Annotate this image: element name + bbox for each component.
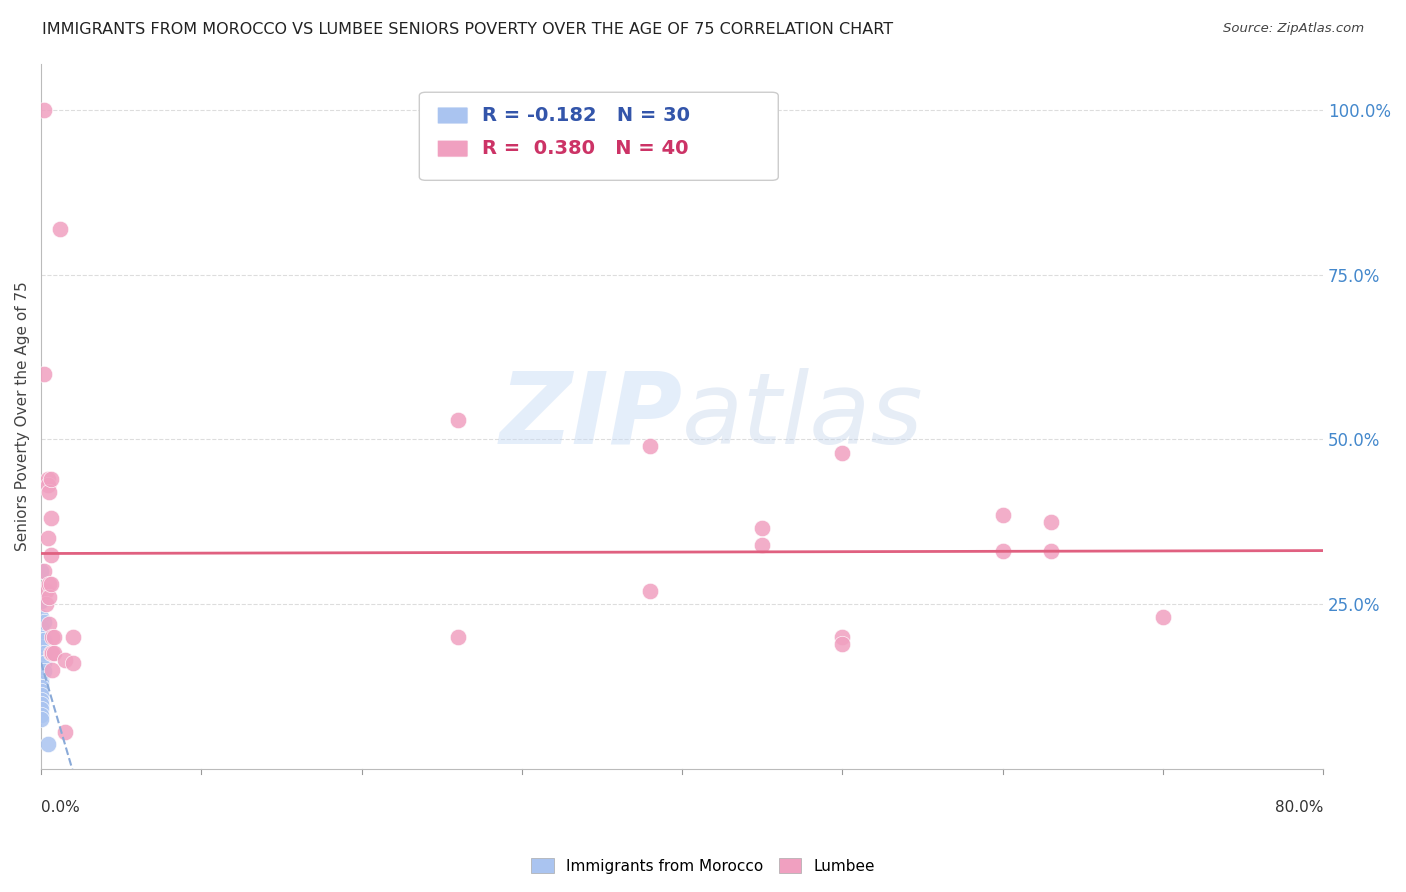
Point xyxy=(35,583,58,598)
Point xyxy=(39,548,62,562)
Point xyxy=(30,672,52,686)
Point xyxy=(39,577,62,591)
Point xyxy=(1152,610,1174,624)
Point xyxy=(30,649,52,664)
Point xyxy=(62,630,84,644)
Point xyxy=(30,702,52,716)
Point xyxy=(30,626,52,640)
Point xyxy=(447,412,470,426)
Point xyxy=(991,508,1014,523)
Point xyxy=(41,630,63,644)
Point xyxy=(39,647,62,661)
Point xyxy=(34,664,56,678)
FancyBboxPatch shape xyxy=(437,107,468,124)
Point xyxy=(991,544,1014,558)
Text: Source: ZipAtlas.com: Source: ZipAtlas.com xyxy=(1223,22,1364,36)
Point xyxy=(37,478,59,492)
Point xyxy=(42,630,65,644)
Point xyxy=(34,647,56,661)
Point xyxy=(42,647,65,661)
Point xyxy=(34,103,56,117)
Point xyxy=(30,684,52,698)
Text: R =  0.380   N = 40: R = 0.380 N = 40 xyxy=(482,139,689,158)
Point xyxy=(30,680,52,694)
Text: 80.0%: 80.0% xyxy=(1275,800,1323,815)
Point xyxy=(35,597,58,611)
Point xyxy=(30,668,52,682)
Point xyxy=(30,676,52,690)
Point xyxy=(39,472,62,486)
Text: R = -0.182   N = 30: R = -0.182 N = 30 xyxy=(482,106,690,125)
Point xyxy=(30,697,52,711)
Point xyxy=(38,616,60,631)
Point xyxy=(41,647,63,661)
Point xyxy=(62,657,84,671)
Point xyxy=(49,221,72,235)
Point xyxy=(30,657,52,671)
Point xyxy=(34,615,56,630)
Text: atlas: atlas xyxy=(682,368,924,465)
Text: 0.0%: 0.0% xyxy=(41,800,80,815)
Point xyxy=(638,439,661,453)
Point xyxy=(30,664,52,678)
Point xyxy=(30,620,52,634)
Point xyxy=(38,485,60,500)
Point xyxy=(37,472,59,486)
Point xyxy=(39,511,62,525)
Text: IMMIGRANTS FROM MOROCCO VS LUMBEE SENIORS POVERTY OVER THE AGE OF 75 CORRELATION: IMMIGRANTS FROM MOROCCO VS LUMBEE SENIOR… xyxy=(42,22,893,37)
Point xyxy=(37,737,59,751)
Point xyxy=(41,663,63,677)
Point xyxy=(1039,544,1062,558)
Point xyxy=(30,564,52,578)
Point xyxy=(30,692,52,706)
Point xyxy=(30,659,52,673)
FancyBboxPatch shape xyxy=(437,140,468,157)
Point xyxy=(831,636,853,650)
Point xyxy=(30,610,52,624)
Point xyxy=(751,538,773,552)
Point xyxy=(831,630,853,644)
Point xyxy=(447,630,470,644)
Point xyxy=(38,591,60,605)
Point xyxy=(831,445,853,459)
Text: ZIP: ZIP xyxy=(499,368,682,465)
Point xyxy=(53,653,76,667)
Point xyxy=(638,583,661,598)
Point xyxy=(37,531,59,545)
Point xyxy=(34,564,56,578)
Point xyxy=(30,633,52,648)
Point xyxy=(30,688,52,702)
Y-axis label: Seniors Poverty Over the Age of 75: Seniors Poverty Over the Age of 75 xyxy=(15,282,30,551)
Point xyxy=(53,725,76,739)
Point xyxy=(34,633,56,648)
Point xyxy=(751,521,773,535)
Point xyxy=(30,653,52,667)
Point xyxy=(30,647,52,661)
Point xyxy=(1039,515,1062,529)
Point xyxy=(34,367,56,381)
Point xyxy=(30,712,52,726)
Point xyxy=(30,640,52,654)
Point xyxy=(30,707,52,722)
Point xyxy=(38,577,60,591)
Point xyxy=(34,657,56,671)
Point xyxy=(30,593,52,607)
FancyBboxPatch shape xyxy=(419,92,779,180)
Legend: Immigrants from Morocco, Lumbee: Immigrants from Morocco, Lumbee xyxy=(524,852,882,880)
